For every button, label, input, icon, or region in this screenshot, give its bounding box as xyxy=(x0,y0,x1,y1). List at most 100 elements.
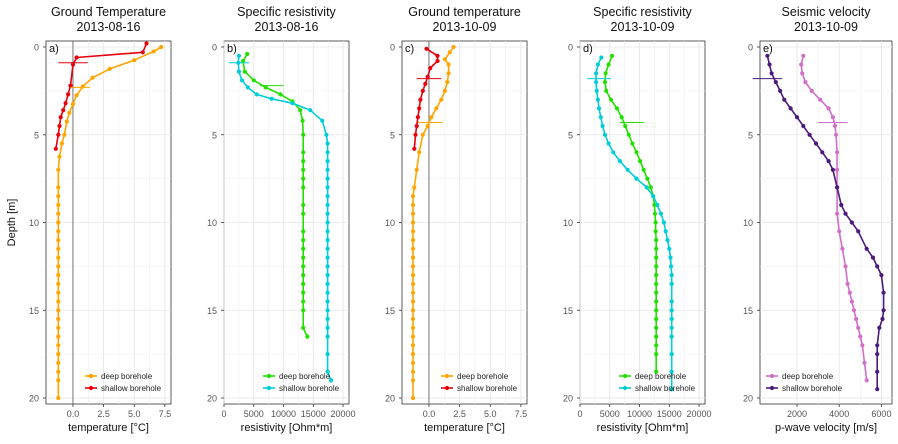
data-point xyxy=(140,50,145,55)
data-point xyxy=(67,110,72,115)
data-point xyxy=(301,202,306,208)
data-point xyxy=(801,123,806,129)
data-point xyxy=(245,85,250,90)
x-tick-label: 2.5 xyxy=(453,409,466,419)
data-point xyxy=(410,352,416,357)
data-point xyxy=(442,88,447,93)
data-point xyxy=(410,360,416,365)
data-point xyxy=(809,88,814,93)
data-point xyxy=(301,273,306,278)
data-point xyxy=(301,281,306,286)
data-point xyxy=(325,229,330,234)
y-tick-label: 10 xyxy=(207,218,217,228)
x-axis-label: resistivity [Ohm*m] xyxy=(597,422,689,434)
data-point xyxy=(668,255,673,260)
y-tick-label: 15 xyxy=(207,306,217,316)
data-point xyxy=(425,123,430,129)
data-point xyxy=(446,71,451,76)
data-point xyxy=(56,194,61,199)
panel-3: 0 5 10 15 20 0.0 2.5 5.0 7.5 Ground temperature20… xyxy=(385,5,528,434)
data-point xyxy=(818,97,823,102)
legend-marker xyxy=(266,385,272,391)
data-point xyxy=(614,106,620,111)
data-point xyxy=(778,88,783,93)
data-point xyxy=(773,80,778,85)
data-point xyxy=(56,229,61,234)
data-point xyxy=(606,62,611,67)
data-point xyxy=(833,132,839,137)
data-point xyxy=(413,132,418,137)
data-point xyxy=(414,123,419,129)
data-point xyxy=(242,69,247,74)
data-point xyxy=(654,325,659,330)
data-point xyxy=(325,141,330,146)
data-point xyxy=(410,255,416,260)
data-point xyxy=(835,150,840,155)
legend-marker xyxy=(444,373,450,379)
data-point xyxy=(56,352,61,357)
data-point xyxy=(417,150,422,155)
data-point xyxy=(654,316,659,322)
data-point xyxy=(669,325,674,330)
data-point xyxy=(803,80,808,85)
x-axis-label: temperature [°C] xyxy=(424,422,505,434)
data-point xyxy=(410,343,416,348)
x-tick-label: 4000 xyxy=(829,409,849,419)
panel-tag: e) xyxy=(763,43,773,55)
data-point xyxy=(325,264,330,269)
data-point xyxy=(837,229,842,234)
data-point xyxy=(606,141,611,146)
data-point xyxy=(661,220,667,225)
data-point xyxy=(290,101,295,106)
data-point xyxy=(669,387,674,392)
data-point xyxy=(410,281,416,286)
data-point xyxy=(56,246,61,251)
data-point xyxy=(644,185,649,190)
data-point xyxy=(594,71,599,76)
data-point xyxy=(598,115,603,120)
data-point xyxy=(447,50,452,55)
data-point xyxy=(325,281,330,286)
data-point xyxy=(325,273,330,278)
data-point xyxy=(56,360,61,365)
data-point xyxy=(654,352,659,357)
data-point xyxy=(64,119,69,124)
data-point xyxy=(654,264,659,269)
data-point xyxy=(410,325,416,330)
data-point xyxy=(858,334,863,339)
data-point xyxy=(840,246,845,251)
data-point xyxy=(325,352,330,357)
data-point xyxy=(603,71,608,76)
data-point xyxy=(325,290,330,295)
x-tick-label: 0.0 xyxy=(423,409,436,419)
data-point xyxy=(854,316,859,322)
data-point xyxy=(325,255,330,260)
legend-label: shallow borehole xyxy=(457,384,518,393)
data-point xyxy=(251,78,256,83)
y-tick-label: 0 xyxy=(212,43,217,53)
x-tick-label: 20000 xyxy=(687,409,712,419)
legend-marker xyxy=(769,385,775,391)
data-point xyxy=(826,159,831,164)
data-point xyxy=(325,369,330,374)
data-point xyxy=(669,299,674,304)
data-point xyxy=(132,58,137,63)
data-point xyxy=(428,66,433,71)
legend-marker xyxy=(266,373,272,379)
panel-tag: a) xyxy=(49,43,59,55)
x-tick-label: 7.5 xyxy=(515,409,528,419)
panel-tag: d) xyxy=(583,43,593,55)
data-point xyxy=(800,71,805,76)
data-point xyxy=(654,281,659,286)
data-point xyxy=(415,115,420,120)
data-point xyxy=(653,229,658,234)
data-point xyxy=(594,80,599,85)
x-axis-label: resistivity [Ohm*m] xyxy=(241,422,333,434)
chart-title: Specific resistivity xyxy=(593,5,692,19)
data-point xyxy=(58,115,63,120)
data-point xyxy=(788,106,793,111)
legend-label: shallow borehole xyxy=(782,384,843,393)
data-point xyxy=(651,194,656,199)
x-tick-label: 5.0 xyxy=(128,409,141,419)
data-point xyxy=(57,123,62,129)
